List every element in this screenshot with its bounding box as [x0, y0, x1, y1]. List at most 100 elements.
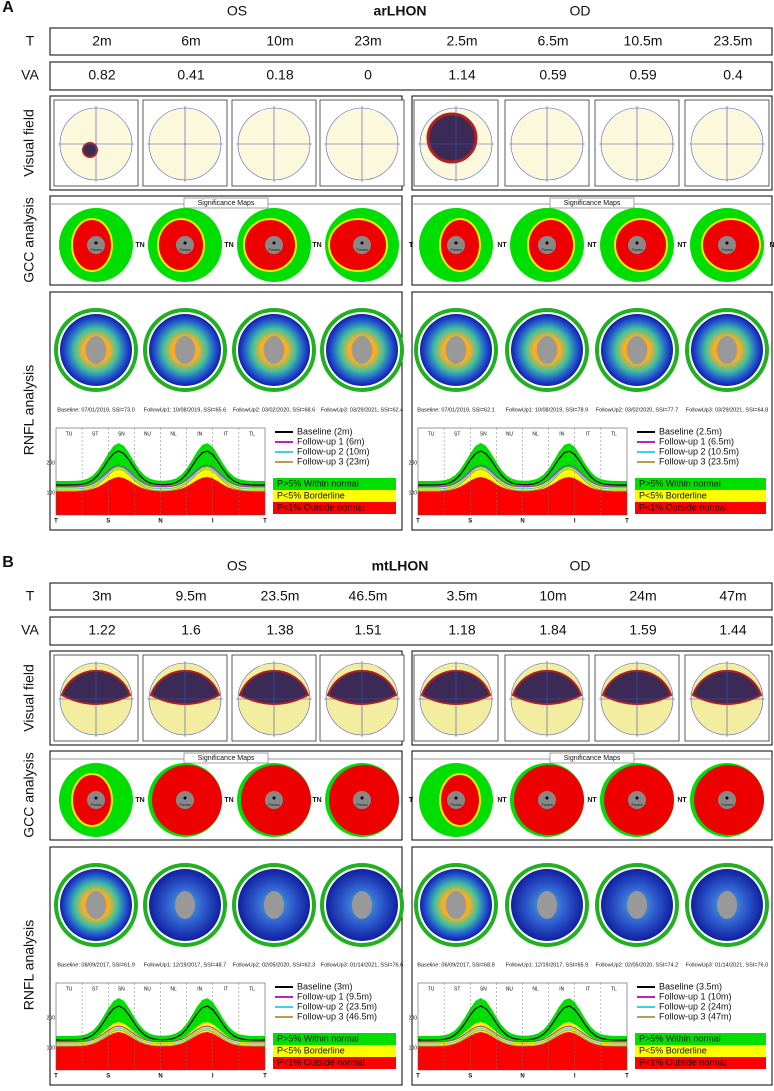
optic-disc — [264, 891, 284, 919]
gcc-side-label: NT — [587, 242, 597, 249]
class-label: P<5% Borderline — [639, 1045, 707, 1055]
eye-label: OS — [227, 3, 247, 19]
row-label: GCC analysis — [21, 197, 37, 283]
gcc-box — [411, 195, 773, 286]
gcc-side-label: T — [409, 242, 414, 249]
rnfl-caption: FollowUp3: 03/29/2021, SSI=64.8 — [686, 407, 768, 413]
y-tick-label: 100 — [47, 490, 56, 496]
time-label: 23.5m — [714, 33, 753, 49]
rnfl-box — [49, 291, 403, 531]
legend-label: Follow-up 3 (47m) — [659, 1011, 732, 1021]
rnfl-ring — [414, 308, 498, 392]
fovea-label: Fovea — [356, 802, 368, 807]
va-value: 1.44 — [719, 622, 746, 638]
optic-disc — [352, 336, 372, 364]
time-label: 6m — [181, 33, 200, 49]
class-label: P>5% Within normal — [639, 1033, 721, 1043]
sector-label: TL — [611, 986, 617, 992]
sector-label: NU — [144, 986, 152, 992]
y-tick-label: 200 — [47, 1015, 56, 1021]
rnfl-box — [49, 846, 403, 1086]
fovea-disc — [353, 236, 371, 254]
x-label: N — [158, 519, 162, 525]
time-label: 46.5m — [349, 588, 388, 604]
gcc-side-label: NT — [677, 242, 687, 249]
x-label: N — [520, 1074, 524, 1080]
optic-disc — [537, 891, 557, 919]
x-label: T — [54, 1074, 58, 1080]
rnfl-ring — [595, 863, 679, 947]
fovea-dot — [725, 241, 729, 245]
fovea-disc — [628, 236, 646, 254]
optic-disc — [537, 336, 557, 364]
row-label: VA — [21, 67, 39, 83]
fovea-dot — [272, 796, 276, 800]
tsnit-curve — [56, 1029, 265, 1047]
tsnit-curve — [56, 1025, 265, 1043]
class-swatch — [635, 1045, 766, 1057]
sector-label: TL — [249, 986, 255, 992]
x-label: T — [263, 519, 267, 525]
row-label: GCC analysis — [21, 752, 37, 838]
time-label: 2.5m — [446, 33, 477, 49]
va-value: 1.84 — [539, 622, 566, 638]
x-label: S — [106, 519, 110, 525]
sig-label: Significance Maps — [198, 755, 255, 762]
fovea-disc — [176, 236, 194, 254]
eye-label: OD — [570, 558, 591, 574]
group-label: arLHON — [374, 3, 427, 19]
rnfl-caption: FollowUp2: 02/05/2020, SSI=74.2 — [596, 962, 678, 968]
sig-label-box — [183, 752, 269, 764]
tsnit-curve — [418, 468, 627, 492]
fovea-disc — [628, 791, 646, 809]
sector-label: SN — [118, 986, 125, 992]
eye-label: OD — [570, 3, 591, 19]
rnfl-caption: FollowUp3: 01/14/2021, SSI=76.0 — [686, 962, 768, 968]
sector-label: TU — [428, 986, 435, 992]
fovea-label: Fovea — [356, 247, 368, 252]
x-label: I — [574, 1074, 576, 1080]
legend-label: Baseline (2.5m) — [659, 426, 722, 436]
gcc-side-label: TN — [224, 797, 233, 804]
time-label: 6.5m — [537, 33, 568, 49]
optic-disc — [717, 336, 737, 364]
sig-label: Significance Maps — [564, 755, 621, 762]
y-tick-label: 200 — [47, 460, 56, 466]
sector-label: NL — [532, 431, 539, 437]
sector-label: IT — [224, 986, 228, 992]
fovea-disc — [87, 791, 105, 809]
panel-label: B — [2, 554, 14, 571]
fovea-dot — [725, 796, 729, 800]
legend-label: Follow-up 1 (10m) — [659, 991, 732, 1001]
va-value: 0 — [364, 67, 372, 83]
class-label: P>5% Within normal — [277, 478, 359, 488]
fovea-disc — [538, 791, 556, 809]
time-label: 10.5m — [624, 33, 663, 49]
fovea-dot — [183, 241, 187, 245]
sector-label: TU — [66, 986, 73, 992]
tsnit-curve — [418, 1029, 627, 1047]
legend-label: Baseline (3m) — [297, 981, 353, 991]
time-label: 3m — [92, 588, 111, 604]
time-label: 10m — [539, 588, 566, 604]
optic-disc — [352, 891, 372, 919]
optic-disc — [264, 336, 284, 364]
vf-box — [411, 95, 773, 191]
class-label: P<5% Borderline — [277, 1045, 345, 1055]
optic-disc — [627, 336, 647, 364]
fovea-dot — [545, 241, 549, 245]
optic-disc — [627, 891, 647, 919]
rnfl-caption: FollowUp1: 10/08/2019, SSI=65.6 — [144, 407, 226, 413]
va-value: 1.6 — [181, 622, 201, 638]
class-swatch — [635, 1033, 766, 1045]
t-row — [49, 582, 773, 611]
va-value: 0.18 — [266, 67, 293, 83]
sector-label: NU — [144, 431, 152, 437]
x-label: N — [158, 1074, 162, 1080]
fovea-label: Fovea — [90, 247, 102, 252]
optic-disc — [446, 336, 466, 364]
tsnit-curve — [56, 464, 265, 488]
gcc-side-label: NT — [497, 797, 507, 804]
row-label: T — [26, 33, 35, 49]
rnfl-ring — [54, 308, 138, 392]
